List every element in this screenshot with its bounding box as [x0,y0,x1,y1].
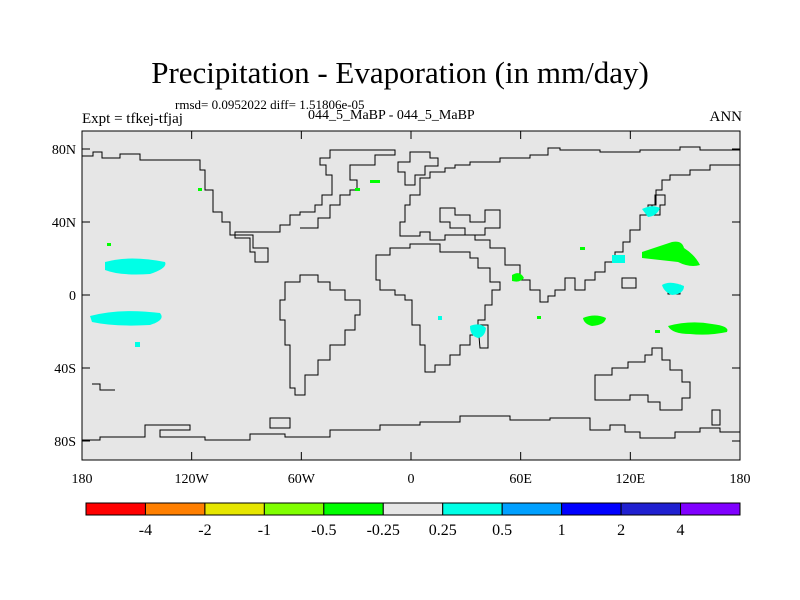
negative-patch-small1 [537,316,541,319]
anomaly-patches [90,180,728,347]
colorbar-swatch [501,502,563,516]
coastline-madagascar [477,324,489,349]
colorbar-label: -1 [258,522,271,539]
lat-label: 40N [52,216,76,231]
negative-patch-pacific-sw [668,322,728,335]
stats-label: rmsd= 0.0952022 diff= 1.51806e-05 [175,97,365,112]
colorbar-swatch [561,502,622,516]
coastline-australia [594,347,691,411]
coastline-south-america [279,274,361,396]
colorbar-label: 0.5 [492,522,512,539]
colorbar: -4 -2 -1 -0.5 -0.25 0.25 0.5 1 2 4 [85,502,741,539]
colorbar-swatch [144,502,206,516]
negative-patch-indian-ocean [583,315,606,326]
coastline-eurasia [399,146,740,303]
positive-patch-dot1 [438,316,442,320]
lon-label: 60W [288,472,316,487]
colorbar-swatch [620,502,682,516]
negative-patch-pacific-w [642,241,700,266]
lat-label: 80N [52,143,76,158]
expt-label: Expt = tfkej-tfjaj [82,111,183,127]
colorbar-label: 1 [558,522,566,539]
lat-label: 0 [69,289,76,304]
negative-patch-small2 [655,330,660,333]
lat-label: 40S [54,362,76,377]
colorbar-swatch [323,502,384,516]
colorbar-swatch [382,502,444,516]
colorbar-swatch [85,502,146,516]
coastline-indonesia [621,277,637,289]
colorbar-swatch [204,502,265,516]
axis-labels: 80N 40N 0 40S 80S 180 120W 60W 0 60E 120E 180 [52,143,751,487]
positive-patch-newguinea [662,282,684,295]
negative-patch-pacific-dot [107,243,111,246]
coastline-island-sw [92,383,115,391]
lon-label: 180 [730,472,751,487]
axis-ticks [81,131,741,460]
positive-patch-japan [642,206,660,217]
colorbar-label: 4 [677,522,685,539]
positive-patch-pacific-s [90,311,162,326]
colorbar-label: 0.25 [429,522,457,539]
negative-patch-arabia [512,273,524,282]
coastline-japan [651,194,666,216]
colorbar-label: -0.25 [367,522,400,539]
positive-patch-madagascar [470,324,486,338]
colorbar-swatch [263,502,325,516]
colorbar-label: -0.5 [311,522,336,539]
map-field-background [81,130,741,461]
negative-patch-arctic [370,180,380,183]
case-label: 044_5_MaBP - 044_5_MaBP [308,108,475,123]
coastline-greenland [397,151,439,186]
negative-patch-alaska [198,188,202,191]
coastline-antarctica [82,415,740,441]
coastline-europe-inner [439,207,501,236]
season-label: ANN [709,109,743,125]
chart-title: Precipitation - Evaporation (in mm/day) [151,55,649,90]
coastline-africa [375,243,501,373]
colorbar-label: 2 [617,522,625,539]
colorbar-swatch [442,502,503,516]
lon-label: 120E [616,472,646,487]
coastline-island-s [269,417,291,429]
lon-label: 180 [72,472,93,487]
lon-label: 60E [509,472,532,487]
lon-label: 0 [408,472,415,487]
colorbar-label: -2 [198,522,211,539]
lon-label: 120W [175,472,210,487]
positive-patch-pacific-s2 [135,342,140,347]
positive-patch-pacific-n [105,258,166,275]
positive-patch-china [612,255,625,263]
colorbar-swatch [680,502,741,516]
negative-patch-india [580,247,585,250]
coastline-new-zealand [711,409,721,426]
coastline-north-america [82,149,396,263]
coastlines [82,146,740,441]
negative-patch-arctic2 [355,188,360,191]
colorbar-label: -4 [139,522,152,539]
lat-label: 80S [54,435,76,450]
